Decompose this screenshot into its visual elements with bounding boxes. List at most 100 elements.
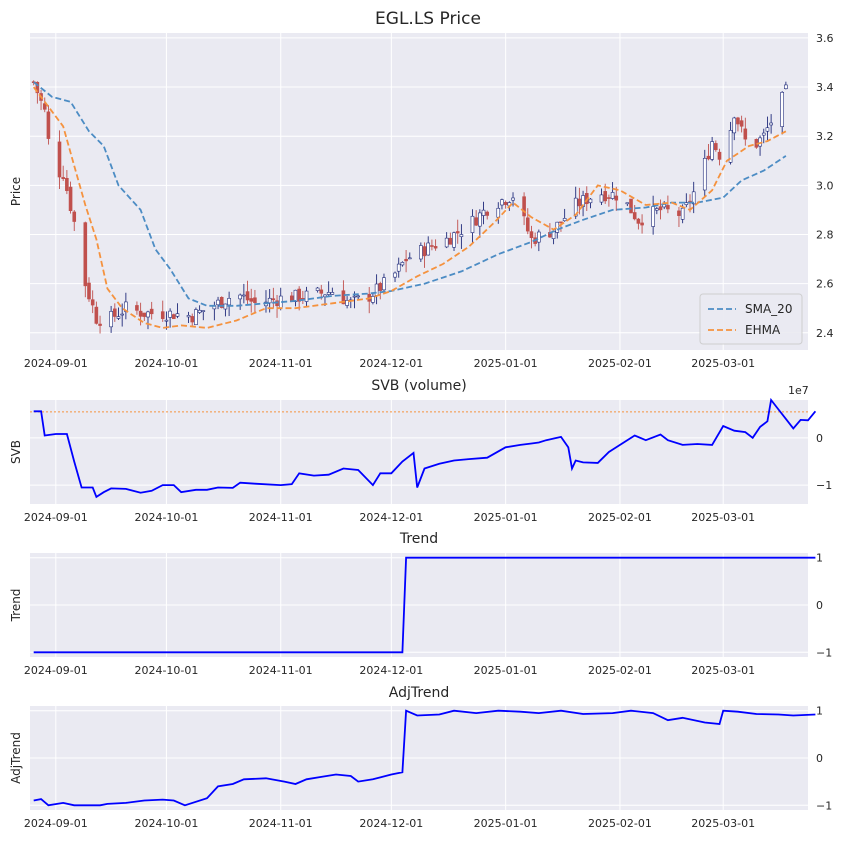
candle-body [352, 295, 357, 298]
candle-body [702, 157, 707, 191]
candle [315, 286, 320, 293]
candle-body [65, 177, 69, 191]
candle-body [455, 231, 460, 234]
x-tick-label: 2024-11-01 [249, 664, 313, 677]
candle [194, 307, 198, 326]
candle [743, 117, 748, 146]
candle [636, 217, 641, 230]
legend-label: SMA_20 [745, 302, 792, 316]
candle [419, 242, 423, 262]
candle-body [658, 206, 663, 211]
candle [430, 239, 434, 251]
candle [525, 208, 530, 235]
candle-body [378, 283, 383, 291]
candle [175, 303, 180, 319]
candle-body [728, 130, 733, 163]
x-tick-label: 2024-10-01 [134, 511, 198, 524]
candle [146, 310, 150, 330]
candle-body [522, 196, 526, 217]
candle-body [72, 211, 77, 222]
plot-area [30, 33, 808, 350]
candle-body [503, 202, 508, 205]
candle [87, 277, 91, 302]
candle [98, 315, 102, 334]
y-tick-label: 0 [816, 432, 823, 445]
candle-body [717, 151, 722, 160]
candle [371, 292, 375, 305]
candle [356, 294, 360, 300]
candle-body [562, 218, 567, 222]
candle-body [172, 314, 176, 320]
candle [529, 225, 534, 249]
candle-body [426, 242, 431, 256]
x-tick-label: 2025-03-01 [691, 511, 755, 524]
candle [120, 303, 124, 327]
candle-body [636, 218, 641, 224]
x-tick-label: 2025-02-01 [588, 357, 652, 370]
candle-body [197, 309, 202, 313]
panel-adjtrend: 2024-09-01 2024-10-01 2024-11-01 2024-12-01… [9, 685, 832, 830]
candle-body [444, 237, 449, 248]
candle-body [680, 207, 685, 220]
candle-body [271, 298, 276, 301]
x-tick-label: 2025-02-01 [588, 817, 652, 830]
candle [46, 104, 51, 145]
candle [736, 116, 740, 132]
candle-body [374, 283, 379, 296]
candle-body [736, 117, 740, 125]
candle [382, 273, 386, 294]
candle-body [765, 127, 770, 132]
y-tick-label: 3.6 [816, 32, 834, 45]
candle [706, 143, 711, 161]
candle-body [149, 308, 154, 315]
candle [61, 165, 65, 181]
candle [216, 296, 220, 310]
candle-body [404, 258, 408, 262]
candle [253, 289, 257, 313]
candle [765, 116, 770, 141]
candle [271, 287, 276, 309]
candle-body [175, 313, 180, 317]
candle-body [529, 231, 534, 239]
x-tick-label: 2024-12-01 [359, 511, 423, 524]
candle [655, 206, 659, 215]
candle [640, 214, 644, 234]
candle-body [761, 132, 766, 136]
candle [201, 310, 206, 321]
candle-body [422, 246, 427, 257]
candle-body [68, 186, 73, 211]
candle-body [330, 292, 335, 295]
candle-body [651, 206, 655, 227]
candle-body [525, 217, 530, 232]
candle [197, 305, 202, 314]
series-line [33, 397, 817, 499]
y-tick-label: 0 [816, 752, 823, 765]
candle-body [94, 306, 99, 324]
candle-body [706, 155, 711, 160]
y-tick-label: 3.2 [816, 130, 834, 143]
y-tick-label: 2.8 [816, 229, 834, 242]
candle-body [186, 315, 191, 318]
candle [559, 221, 563, 232]
candle-body [304, 290, 309, 302]
y-axis-label: SVB [9, 440, 23, 464]
candle [142, 312, 147, 321]
candle [503, 200, 508, 209]
panel-price: 2024-09-01 2024-10-01 2024-11-01 2024-12-01… [9, 32, 834, 370]
candle-body [478, 212, 482, 227]
offset-label: 1e7 [788, 384, 809, 397]
candle-body [452, 232, 456, 248]
candle-body [448, 237, 453, 245]
subplot-title: Trend [399, 531, 438, 547]
x-tick-label: 2024-10-01 [134, 817, 198, 830]
candle-body [120, 313, 124, 316]
candle-body [249, 298, 254, 302]
candle-body [655, 208, 659, 211]
candle [135, 301, 139, 315]
candle [426, 236, 431, 256]
candle-body [382, 277, 386, 291]
candle [522, 192, 526, 226]
candle [474, 210, 478, 226]
candle [537, 229, 541, 252]
candle [470, 209, 475, 244]
